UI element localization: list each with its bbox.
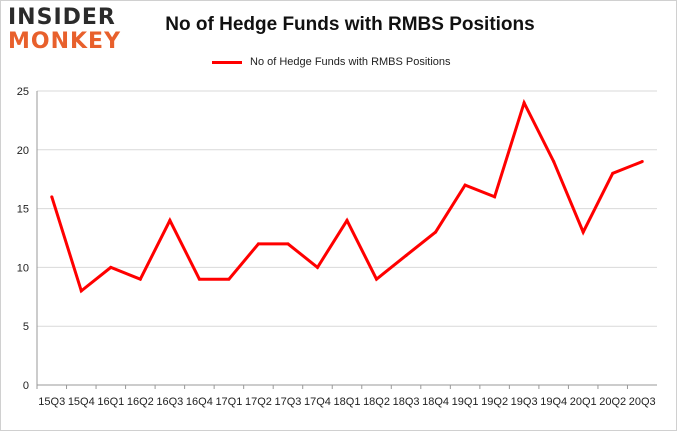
data-point <box>640 160 644 164</box>
legend-swatch <box>212 60 242 64</box>
data-point <box>109 265 113 269</box>
data-point <box>286 242 290 246</box>
data-point <box>611 171 615 175</box>
series-line <box>50 98 643 294</box>
x-tick-label: 16Q1 <box>97 396 124 408</box>
x-tick-label: 17Q3 <box>274 396 301 408</box>
x-tick-label: 18Q4 <box>422 396 449 408</box>
x-tick-label: 16Q3 <box>156 396 183 408</box>
x-tick-label: 20Q1 <box>570 396 597 408</box>
x-tick-label: 16Q2 <box>127 396 154 408</box>
data-point <box>168 218 172 222</box>
y-tick-label: 15 <box>17 204 29 216</box>
data-point <box>375 277 379 281</box>
data-point <box>493 195 497 199</box>
data-point <box>463 183 467 187</box>
y-tick-label: 20 <box>17 145 29 157</box>
x-tick-label: 17Q4 <box>304 396 331 408</box>
logo-line-1: INSIDER <box>8 5 116 30</box>
data-point <box>50 195 54 199</box>
data-point <box>227 277 231 281</box>
chart-title: No of Hedge Funds with RMBS Positions <box>165 14 535 35</box>
x-tick-label: 20Q2 <box>599 396 626 408</box>
x-tick-label: 18Q3 <box>393 396 420 408</box>
x-tick-label: 17Q2 <box>245 396 272 408</box>
x-tick-label: 15Q3 <box>38 396 65 408</box>
data-point <box>552 160 556 164</box>
logo-line-2: MONKEY <box>8 29 122 54</box>
chart-legend: No of Hedge Funds with RMBS Positions <box>212 54 451 70</box>
data-point <box>138 277 142 281</box>
data-point <box>522 101 526 105</box>
x-tick-label: 19Q3 <box>511 396 538 408</box>
data-point <box>581 230 585 234</box>
y-tick-label: 25 <box>17 86 29 98</box>
x-tick-label: 18Q1 <box>334 396 361 408</box>
data-point <box>256 242 260 246</box>
x-tick-label: 19Q2 <box>481 396 508 408</box>
data-point <box>197 277 201 281</box>
data-point <box>79 289 83 293</box>
x-tick-label: 20Q3 <box>629 396 656 408</box>
y-tick-label: 0 <box>23 380 29 392</box>
data-point <box>434 230 438 234</box>
y-tick-label: 10 <box>17 262 29 274</box>
insider-monkey-logo: INSIDER MONKEY <box>8 6 124 56</box>
legend-label: No of Hedge Funds with RMBS Positions <box>250 56 451 68</box>
x-tick-label: 19Q4 <box>540 396 567 408</box>
x-tick-label: 18Q2 <box>363 396 390 408</box>
x-tick-label: 19Q1 <box>452 396 479 408</box>
data-point <box>345 218 349 222</box>
x-tick-label: 16Q4 <box>186 396 213 408</box>
x-tick-label: 17Q1 <box>215 396 242 408</box>
y-tick-label: 5 <box>23 321 29 333</box>
data-point <box>315 265 319 269</box>
data-point <box>404 254 408 258</box>
x-tick-label: 15Q4 <box>68 396 95 408</box>
